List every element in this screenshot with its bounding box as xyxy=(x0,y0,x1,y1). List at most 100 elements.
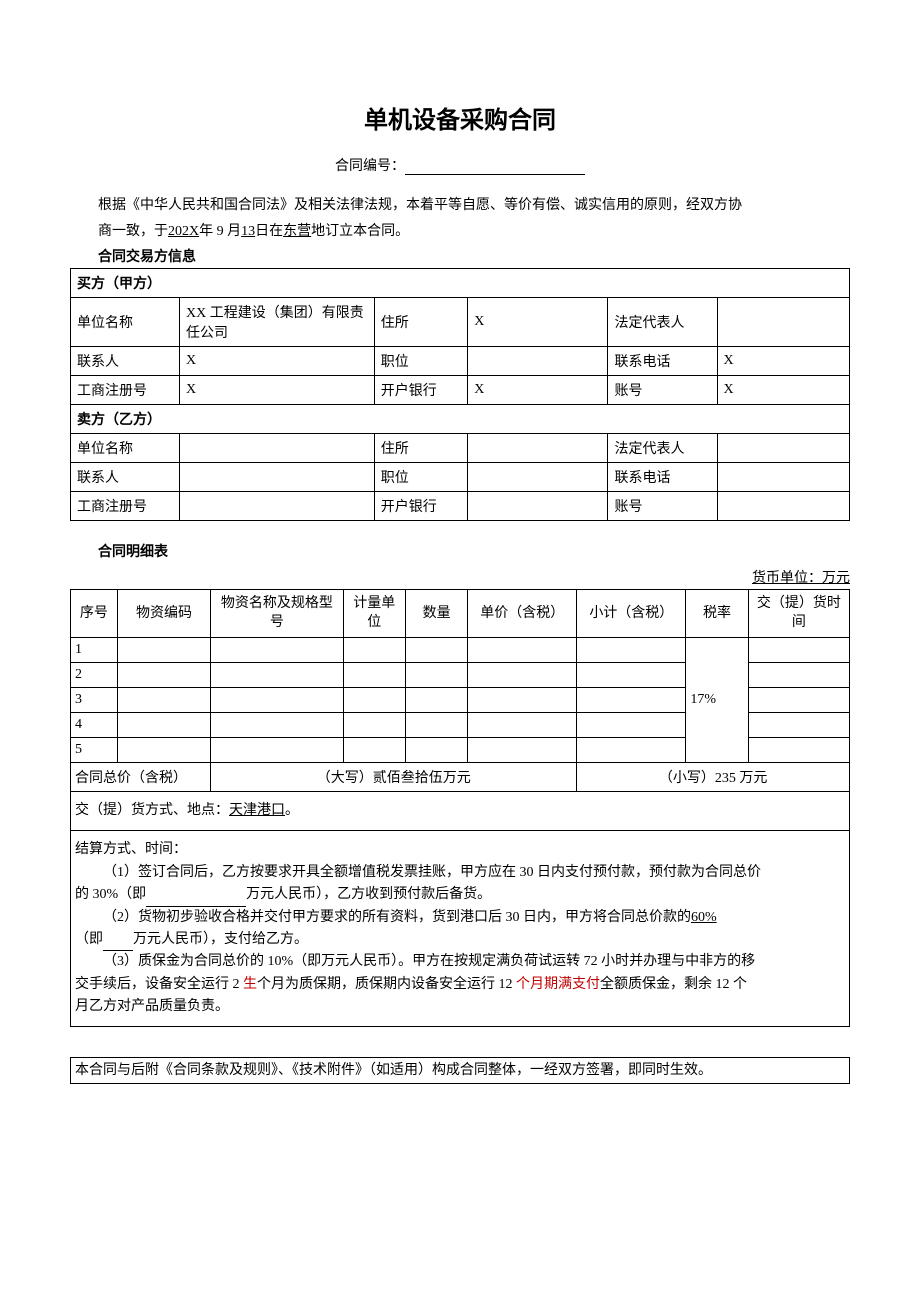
seller-contact-label: 联系人 xyxy=(71,462,180,491)
payment-3b-prefix: 交手续后，设备安全运行 2 xyxy=(75,977,243,992)
row-price-2 xyxy=(468,662,577,687)
payment-1b: 的 30%（即万元人民币），乙方收到预付款后备货。 xyxy=(75,884,845,906)
total-cn: （大写）贰佰叁拾伍万元 xyxy=(211,762,577,791)
payment-3b: 交手续后，设备安全运行 2 生个月为质保期，质保期内设备安全运行 12 个月期满… xyxy=(75,974,845,996)
th-subtotal: 小计（含税） xyxy=(577,589,686,637)
seller-account-label: 账号 xyxy=(608,491,717,520)
preamble-location: 东营 xyxy=(283,224,311,239)
row-code-3 xyxy=(117,687,210,712)
detail-section-header: 合同明细表 xyxy=(70,541,850,561)
payment-2b-prefix: （即 xyxy=(75,932,103,947)
seller-reg-no xyxy=(180,491,375,520)
buyer-address-label: 住所 xyxy=(374,297,467,346)
buyer-position-label: 职位 xyxy=(374,346,467,375)
row-qty-1 xyxy=(405,637,467,662)
buyer-bank: X xyxy=(468,375,608,404)
buyer-phone-label: 联系电话 xyxy=(608,346,717,375)
buyer-label: 买方（甲方） xyxy=(71,268,850,297)
payment-3c: 月乙方对产品质量负责。 xyxy=(75,996,845,1018)
contract-no-label: 合同编号： xyxy=(335,159,405,174)
total-cn-value: 贰佰叁拾伍万元 xyxy=(373,771,471,786)
detail-table: 序号 物资编码 物资名称及规格型号 计量单位 数量 单价（含税） 小计（含税） … xyxy=(70,589,850,792)
payment-2b-suffix: 万元人民币），支付给乙方。 xyxy=(133,932,308,947)
row-qty-2 xyxy=(405,662,467,687)
preamble-year: 202X xyxy=(168,224,199,239)
delivery-location: 天津港口 xyxy=(229,803,285,818)
footer-box: 本合同与后附《合同条款及规则》、《技术附件》（如适用）构成合同整体，一经双方签署… xyxy=(70,1057,850,1084)
payment-2-pct: 60% xyxy=(691,910,717,925)
row-delivery-1 xyxy=(748,637,849,662)
preamble-2-prefix: 商一致，于 xyxy=(98,224,168,239)
preamble-2: 商一致，于202X年 9 月13日在东营地订立本合同。 xyxy=(70,221,850,243)
row-code-4 xyxy=(117,712,210,737)
contract-number-row: 合同编号： xyxy=(70,155,850,175)
payment-1b-blank xyxy=(146,893,246,907)
buyer-contact: X xyxy=(180,346,375,375)
delivery-suffix: 。 xyxy=(285,803,299,818)
payment-2a-text: （2）货物初步验收合格并交付甲方要求的所有资料，货到港口后 30 日内，甲方将合… xyxy=(103,910,691,925)
payment-1b-suffix: 万元人民币），乙方收到预付款后备货。 xyxy=(246,887,491,902)
payment-3b-red2: 个月期满支付 xyxy=(516,977,600,992)
preamble-day: 13 xyxy=(241,224,255,239)
buyer-account: X xyxy=(717,375,849,404)
row-qty-5 xyxy=(405,737,467,762)
row-name-2 xyxy=(211,662,343,687)
row-unit-4 xyxy=(343,712,405,737)
th-seq: 序号 xyxy=(71,589,118,637)
delivery-prefix: 交（提）货方式、地点： xyxy=(75,803,229,818)
seller-position-label: 职位 xyxy=(374,462,467,491)
row-subtotal-4 xyxy=(577,712,686,737)
row-subtotal-1 xyxy=(577,637,686,662)
row-code-5 xyxy=(117,737,210,762)
payment-3b-red1: 生 xyxy=(243,977,257,992)
buyer-bank-label: 开户银行 xyxy=(374,375,467,404)
footer-text: 本合同与后附《合同条款及规则》、《技术附件》（如适用）构成合同整体，一经双方签署… xyxy=(75,1063,712,1078)
row-price-1 xyxy=(468,637,577,662)
row-seq-3: 3 xyxy=(71,687,118,712)
row-unit-5 xyxy=(343,737,405,762)
preamble-year-suffix: 年 9 月 xyxy=(199,224,241,239)
buyer-legal-rep xyxy=(717,297,849,346)
seller-address-label: 住所 xyxy=(374,433,467,462)
document-title: 单机设备采购合同 xyxy=(70,100,850,135)
payment-3b-suffix: 全额质保金，剩余 12 个 xyxy=(600,977,747,992)
party-table: 买方（甲方） 单位名称 XX 工程建设（集团）有限责任公司 住所 X 法定代表人… xyxy=(70,268,850,521)
delivery-line: 交（提）货方式、地点：天津港口。 xyxy=(75,800,845,822)
seller-phone xyxy=(717,462,849,491)
row-price-5 xyxy=(468,737,577,762)
preamble-text-1: 根据《中华人民共和国合同法》及相关法律法规，本着平等自愿、等价有偿、诚实信用的原… xyxy=(98,198,742,213)
seller-account xyxy=(717,491,849,520)
seller-legal-rep xyxy=(717,433,849,462)
th-code: 物资编码 xyxy=(117,589,210,637)
row-subtotal-2 xyxy=(577,662,686,687)
row-unit-3 xyxy=(343,687,405,712)
currency-unit: 货币单位：万元 xyxy=(70,567,850,587)
payment-2b-blank xyxy=(103,937,133,951)
buyer-unit-name: XX 工程建设（集团）有限责任公司 xyxy=(180,297,375,346)
th-price: 单价（含税） xyxy=(468,589,577,637)
buyer-reg-no: X xyxy=(180,375,375,404)
party-section-header: 合同交易方信息 xyxy=(70,246,850,266)
seller-reg-no-label: 工商注册号 xyxy=(71,491,180,520)
seller-address xyxy=(468,433,608,462)
payment-label: 结算方式、时间： xyxy=(75,839,845,861)
row-seq-5: 5 xyxy=(71,737,118,762)
row-qty-4 xyxy=(405,712,467,737)
buyer-address: X xyxy=(468,297,608,346)
row-subtotal-3 xyxy=(577,687,686,712)
total-num-value: 235 万元 xyxy=(715,771,768,786)
th-tax: 税率 xyxy=(686,589,748,637)
row-price-3 xyxy=(468,687,577,712)
row-delivery-3 xyxy=(748,687,849,712)
row-seq-2: 2 xyxy=(71,662,118,687)
tax-rate: 17% xyxy=(686,637,748,762)
payment-2a: （2）货物初步验收合格并交付甲方要求的所有资料，货到港口后 30 日内，甲方将合… xyxy=(75,907,845,929)
row-unit-2 xyxy=(343,662,405,687)
buyer-legal-rep-label: 法定代表人 xyxy=(608,297,717,346)
seller-position xyxy=(468,462,608,491)
th-name: 物资名称及规格型号 xyxy=(211,589,343,637)
seller-contact xyxy=(180,462,375,491)
buyer-reg-no-label: 工商注册号 xyxy=(71,375,180,404)
row-name-3 xyxy=(211,687,343,712)
th-delivery: 交（提）货时间 xyxy=(748,589,849,637)
